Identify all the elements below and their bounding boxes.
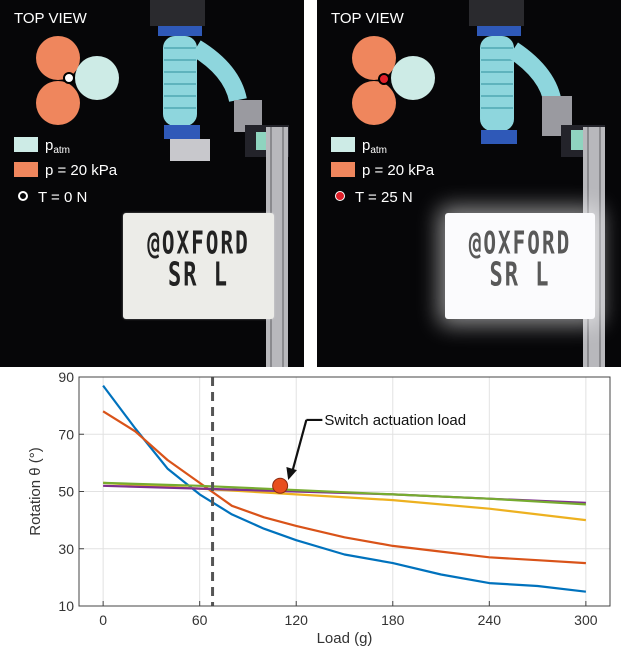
swatch-pressure-icon bbox=[14, 162, 38, 177]
series-lines bbox=[102, 384, 587, 593]
series-line-2 bbox=[102, 410, 586, 565]
legend-tension-label: T = 25 N bbox=[355, 189, 413, 206]
rotation-vs-load-chart: 0 60 120 180 240 300 10 30 50 70 90 Switch actuati… bbox=[27, 372, 611, 647]
robot-scene-illustration bbox=[36, 0, 289, 367]
sign-line-1: @OXFORD bbox=[468, 225, 572, 261]
chamber-bottom-icon bbox=[36, 81, 80, 125]
y-tick-label: 90 bbox=[58, 372, 74, 385]
light-box-sign: @OXFORD SR L bbox=[445, 213, 595, 319]
x-tick-label: 300 bbox=[574, 612, 598, 628]
annotation-label: Switch actuation load bbox=[324, 412, 466, 429]
x-tick-label: 60 bbox=[192, 612, 208, 628]
legend-patm: patm bbox=[331, 137, 387, 157]
legend-tension-label: T = 0 N bbox=[38, 189, 88, 206]
x-tick-label: 120 bbox=[285, 612, 309, 628]
legend-tension: T = 25 N bbox=[331, 189, 413, 209]
swatch-atm-icon bbox=[331, 137, 355, 152]
x-tick-label: 240 bbox=[478, 612, 502, 628]
x-axis-label: Load (g) bbox=[317, 630, 373, 647]
y-axis-label: Rotation θ (°) bbox=[27, 447, 44, 536]
legend-pressure-label: p = 20 kPa bbox=[45, 162, 118, 179]
y-tick-label: 10 bbox=[58, 598, 74, 614]
legend-patm-base: p bbox=[45, 137, 54, 154]
swatch-atm-icon bbox=[14, 137, 38, 152]
annotation-arrowhead-icon bbox=[286, 466, 297, 481]
series-line-5 bbox=[103, 481, 586, 506]
x-tick-label: 180 bbox=[381, 612, 405, 628]
tension-dot-icon bbox=[335, 191, 345, 201]
tension-indicator-icon bbox=[378, 73, 390, 85]
swatch-pressure-icon bbox=[331, 162, 355, 177]
top-view-title: TOP VIEW bbox=[331, 10, 404, 27]
axis-ticks: 0 60 120 180 240 300 10 30 50 70 90 bbox=[58, 372, 597, 628]
chamber-atm-icon bbox=[391, 56, 435, 100]
series-line-1 bbox=[102, 384, 587, 593]
sign-line-2: SR L bbox=[489, 256, 551, 295]
legend-patm-sub: atm bbox=[53, 145, 71, 156]
legend-pressure-label: p = 20 kPa bbox=[362, 162, 435, 179]
sign-line-2: SR L bbox=[168, 256, 229, 295]
annotation-arrow bbox=[291, 419, 308, 473]
x-tick-label: 0 bbox=[99, 612, 107, 628]
photo-panel-tension-on: TOP VIEW patm p = 20 kPa T = 25 N @OXFOR… bbox=[317, 0, 621, 367]
photo-panel-tension-off: TOP VIEW patm p = 20 kPa T = 0 N @OXFORD… bbox=[0, 0, 304, 367]
switch-actuation-marker bbox=[272, 477, 289, 494]
chamber-bottom-icon bbox=[352, 81, 396, 125]
legend-pressure: p = 20 kPa bbox=[14, 162, 117, 182]
top-view-title: TOP VIEW bbox=[14, 10, 87, 27]
legend-pressure: p = 20 kPa bbox=[331, 162, 434, 182]
legend-tension: T = 0 N bbox=[14, 189, 87, 209]
light-box-sign: @OXFORD SR L bbox=[123, 213, 274, 319]
chamber-top-icon bbox=[352, 36, 396, 80]
y-tick-label: 30 bbox=[58, 541, 74, 557]
legend-patm: patm bbox=[14, 137, 70, 157]
legend-patm-base: p bbox=[362, 137, 371, 154]
legend-patm-sub: atm bbox=[370, 145, 388, 156]
tension-dot-icon bbox=[18, 191, 28, 201]
chamber-top-icon bbox=[36, 36, 80, 80]
chamber-atm-icon bbox=[75, 56, 119, 100]
sign-line-1: @OXFORD bbox=[147, 225, 250, 261]
y-tick-label: 70 bbox=[58, 426, 74, 442]
y-tick-label: 50 bbox=[58, 484, 74, 500]
tension-indicator-icon bbox=[63, 72, 75, 84]
